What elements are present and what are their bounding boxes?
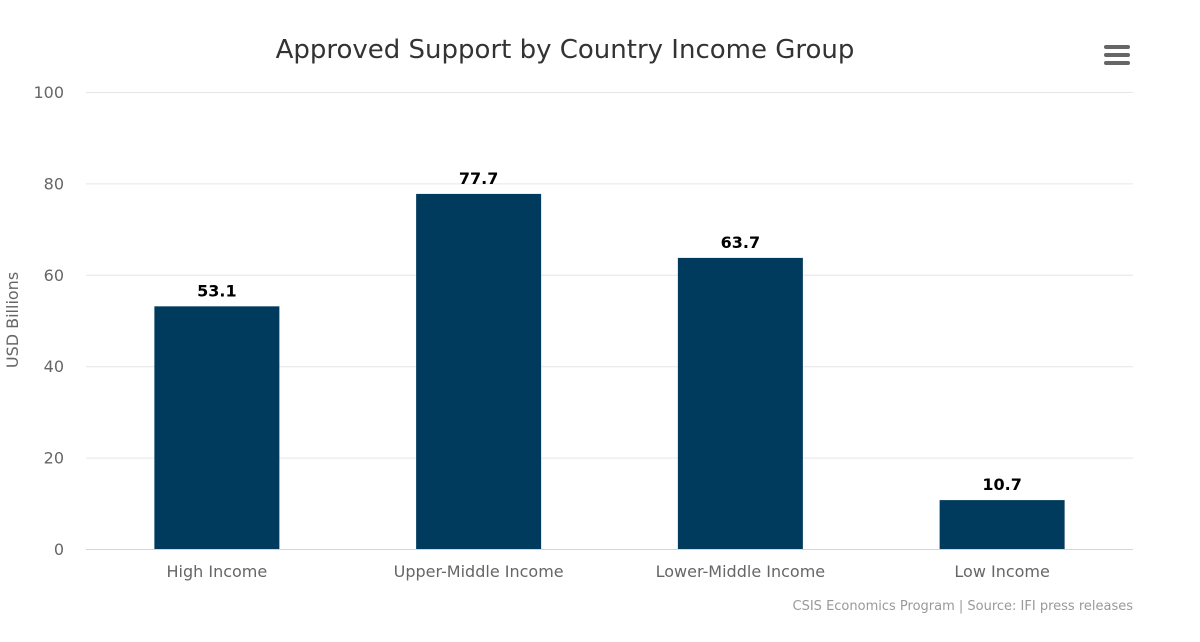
y-tick-label: 40 xyxy=(44,357,64,376)
hamburger-menu-icon[interactable] xyxy=(1100,38,1134,70)
y-axis-title: USD Billions xyxy=(3,272,22,368)
chart-title: Approved Support by Country Income Group xyxy=(276,35,855,65)
x-category-label: Low Income xyxy=(954,562,1049,581)
bars xyxy=(154,193,1065,549)
y-axis-ticks: 0 20 40 60 80 100 xyxy=(33,83,64,559)
bar[interactable] xyxy=(939,500,1065,549)
x-axis-categories: High Income Upper-Middle Income Lower-Midd… xyxy=(167,562,1050,581)
x-category-label: Upper-Middle Income xyxy=(394,562,564,581)
y-tick-label: 20 xyxy=(44,449,64,468)
x-category-label: High Income xyxy=(167,562,268,581)
x-category-label: Lower-Middle Income xyxy=(656,562,826,581)
bar[interactable] xyxy=(416,193,542,549)
y-tick-label: 0 xyxy=(54,540,64,559)
y-tick-label: 100 xyxy=(33,83,64,102)
data-label: 63.7 xyxy=(721,233,760,252)
y-tick-label: 80 xyxy=(44,174,64,193)
data-label: 10.7 xyxy=(982,475,1021,494)
y-tick-label: 60 xyxy=(44,266,64,285)
data-label: 77.7 xyxy=(459,169,498,188)
data-labels: 53.1 77.7 63.7 10.7 xyxy=(197,169,1022,494)
chart-credits[interactable]: CSIS Economics Program | Source: IFI pre… xyxy=(793,599,1134,614)
bar[interactable] xyxy=(677,257,803,549)
data-label: 53.1 xyxy=(197,281,236,300)
bar[interactable] xyxy=(154,306,280,549)
